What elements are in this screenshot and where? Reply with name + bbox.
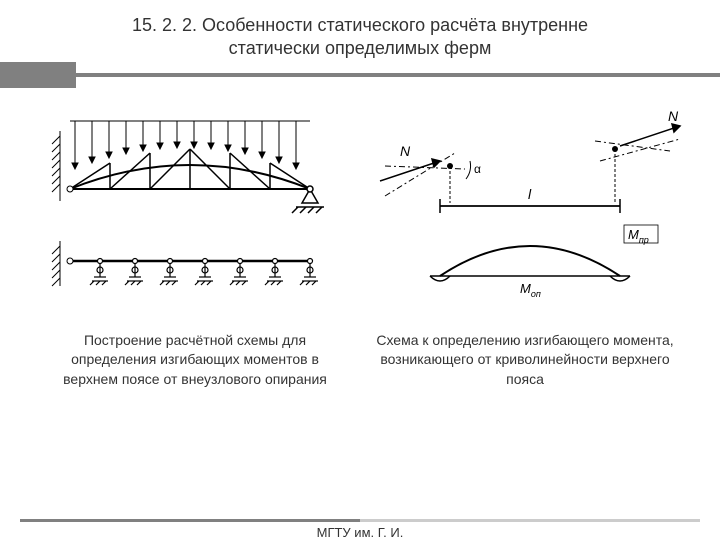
label-alpha: α bbox=[474, 162, 481, 176]
label-M-op: Mоп bbox=[520, 281, 541, 299]
footer-text: МГТУ им. Г. И. bbox=[0, 522, 720, 540]
title-underline bbox=[76, 73, 720, 77]
caption-left: Построение расчётной схемы для определен… bbox=[45, 331, 345, 390]
caption-right: Схема к определению изгибающего момента,… bbox=[375, 331, 675, 390]
title-line2: статически определимых ферм bbox=[229, 38, 492, 58]
diagrams-row: N α N bbox=[0, 71, 720, 331]
captions-row: Построение расчётной схемы для определен… bbox=[0, 331, 720, 390]
label-M-pr: Mпр bbox=[628, 227, 649, 245]
truss-diagram-svg bbox=[30, 111, 350, 301]
page-title: 15. 2. 2. Особенности статического расчё… bbox=[30, 14, 690, 61]
diagram-right: N α N bbox=[370, 111, 690, 301]
title-line1: 15. 2. 2. Особенности статического расчё… bbox=[132, 15, 588, 35]
diagram-left bbox=[30, 111, 350, 301]
footer: МГТУ им. Г. И. bbox=[0, 519, 720, 540]
moment-diagram-svg: N α N bbox=[370, 111, 690, 301]
title-accent-bar bbox=[0, 62, 76, 88]
title-bar: 15. 2. 2. Особенности статического расчё… bbox=[0, 0, 720, 71]
label-N-left: N bbox=[400, 143, 411, 159]
label-l: l bbox=[528, 186, 532, 202]
label-N-right: N bbox=[668, 111, 679, 124]
